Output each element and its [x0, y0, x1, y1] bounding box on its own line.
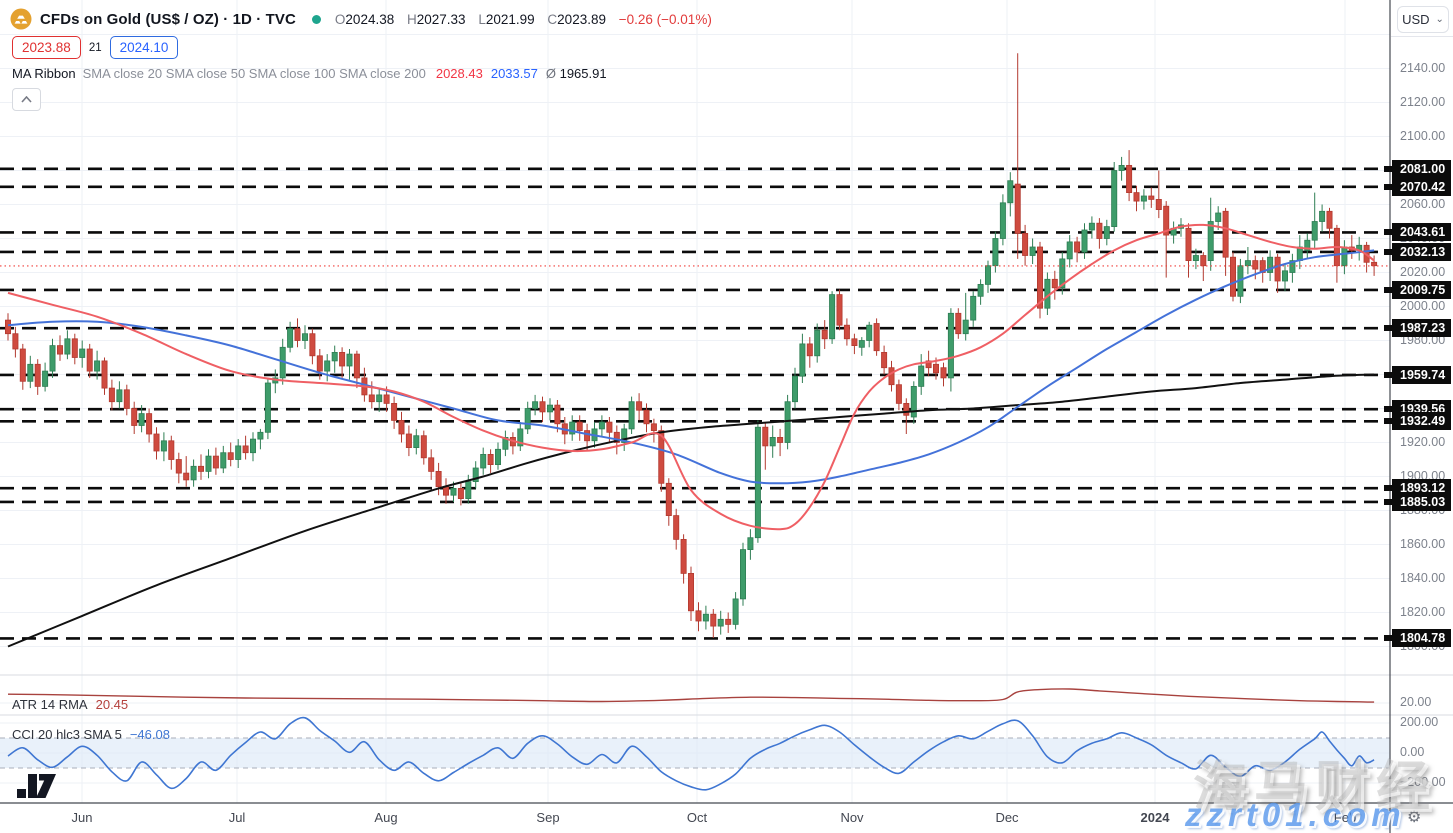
- time-axis-label[interactable]: Jun: [71, 810, 93, 825]
- price-tick-label: 2120.00: [1400, 95, 1446, 109]
- tradingview-logo[interactable]: [16, 772, 58, 805]
- avg-symbol: Ø: [545, 66, 556, 81]
- close-value: 2023.89: [557, 11, 606, 27]
- price-tick-label: 2140.00: [1400, 61, 1446, 75]
- tradingview-logo-icon: [17, 774, 56, 798]
- price-level-notch: [1384, 418, 1392, 424]
- cci-label: CCI 20 hlc3 SMA 5: [12, 727, 122, 742]
- price-level-label: 1959.74: [1392, 366, 1451, 384]
- price-tick-label: 2020.00: [1400, 265, 1446, 279]
- spread-value: 21: [88, 41, 102, 54]
- atr-value: 20.45: [95, 697, 129, 712]
- price-tick-label: 2100.00: [1400, 129, 1446, 143]
- symbol-title: CFDs on Gold (US$ / OZ) · 1D · TVC: [40, 10, 296, 28]
- time-axis-label[interactable]: Dec: [995, 810, 1019, 825]
- time-axis-label[interactable]: Nov: [840, 810, 864, 825]
- chevron-down-icon: ⌄: [1435, 14, 1444, 25]
- indicator-value-slow: 2033.57: [490, 66, 538, 81]
- ohlc-values: O2024.38 H2027.33 L2021.99 C2023.89 −0.2…: [334, 11, 712, 27]
- price-level-notch: [1384, 406, 1392, 412]
- price-level-notch: [1384, 372, 1392, 378]
- price-level-label: 1804.78: [1392, 629, 1451, 647]
- indicator-params: SMA close 20 SMA close 50 SMA close 100 …: [82, 66, 426, 81]
- change-value: −0.26 (−0.01%): [618, 11, 712, 27]
- atr-tick-label: 20.00: [1400, 695, 1432, 709]
- time-axis-label[interactable]: Jul: [228, 810, 246, 825]
- price-level-notch: [1384, 287, 1392, 293]
- chevron-up-icon: [21, 96, 32, 103]
- gear-icon[interactable]: ⚙: [1407, 809, 1422, 826]
- time-axis-label[interactable]: Aug: [374, 810, 398, 825]
- price-level-label: 2043.61: [1392, 223, 1451, 241]
- price-level-label: 2009.75: [1392, 281, 1451, 299]
- cci-legend[interactable]: CCI 20 hlc3 SMA 5 −46.08: [12, 727, 170, 742]
- low-value: 2021.99: [485, 11, 535, 27]
- bid-ask-row: 2023.88 21 2024.10: [12, 36, 179, 59]
- cci-tick-label: 0.00: [1400, 745, 1425, 759]
- cci-tick-label: −200.00: [1400, 775, 1446, 789]
- price-tick-label: 1860.00: [1400, 537, 1446, 551]
- price-level-label: 1987.23: [1392, 319, 1451, 337]
- market-open-dot-icon: [311, 14, 321, 24]
- atr-legend[interactable]: ATR 14 RMA 20.45: [12, 697, 128, 712]
- currency-selector[interactable]: USD ⌄: [1397, 6, 1449, 33]
- indicator-avg-value: 1965.91: [559, 66, 607, 81]
- sell-price-button[interactable]: 2023.88: [12, 36, 81, 59]
- open-value: 2024.38: [345, 11, 395, 27]
- time-axis-label[interactable]: Oct: [686, 810, 708, 825]
- price-level-notch: [1384, 325, 1392, 331]
- price-tick-label: 2000.00: [1400, 299, 1446, 313]
- price-level-notch: [1384, 229, 1392, 235]
- currency-label: USD: [1402, 12, 1430, 27]
- price-tick-label: 2060.00: [1400, 197, 1446, 211]
- buy-price-button[interactable]: 2024.10: [109, 36, 179, 59]
- indicator-name: MA Ribbon: [12, 66, 76, 81]
- gold-instrument-icon: [10, 8, 32, 30]
- time-axis-label[interactable]: Sep: [536, 810, 560, 825]
- price-level-notch: [1384, 485, 1392, 491]
- price-tick-label: 1920.00: [1400, 435, 1446, 449]
- cci-tick-label: 200.00: [1400, 715, 1439, 729]
- ma-ribbon-legend[interactable]: MA Ribbon SMA close 20 SMA close 50 SMA c…: [12, 66, 607, 81]
- price-tick-label: 1820.00: [1400, 605, 1446, 619]
- symbol-legend-row[interactable]: CFDs on Gold (US$ / OZ) · 1D · TVC O2024…: [10, 8, 712, 30]
- price-level-label: 2032.13: [1392, 243, 1451, 261]
- time-axis-label[interactable]: 2024: [1140, 810, 1170, 825]
- price-level-label: 2070.42: [1392, 178, 1451, 196]
- collapse-legend-button[interactable]: [12, 88, 41, 111]
- price-level-notch: [1384, 184, 1392, 190]
- price-level-notch: [1384, 635, 1392, 641]
- atr-label: ATR 14 RMA: [12, 697, 88, 712]
- price-level-label: 1932.49: [1392, 412, 1451, 430]
- price-level-label: 1885.03: [1392, 493, 1451, 511]
- cci-value: −46.08: [129, 727, 170, 742]
- price-level-notch: [1384, 166, 1392, 172]
- price-level-notch: [1384, 499, 1392, 505]
- high-value: 2027.33: [416, 11, 466, 27]
- time-axis-label[interactable]: Feb: [1333, 810, 1357, 825]
- price-level-label: 2081.00: [1392, 160, 1451, 178]
- price-level-notch: [1384, 249, 1392, 255]
- price-tick-label: 1840.00: [1400, 571, 1446, 585]
- price-level-label: 1893.12: [1392, 479, 1451, 497]
- indicator-value-fast: 2028.43: [435, 66, 483, 81]
